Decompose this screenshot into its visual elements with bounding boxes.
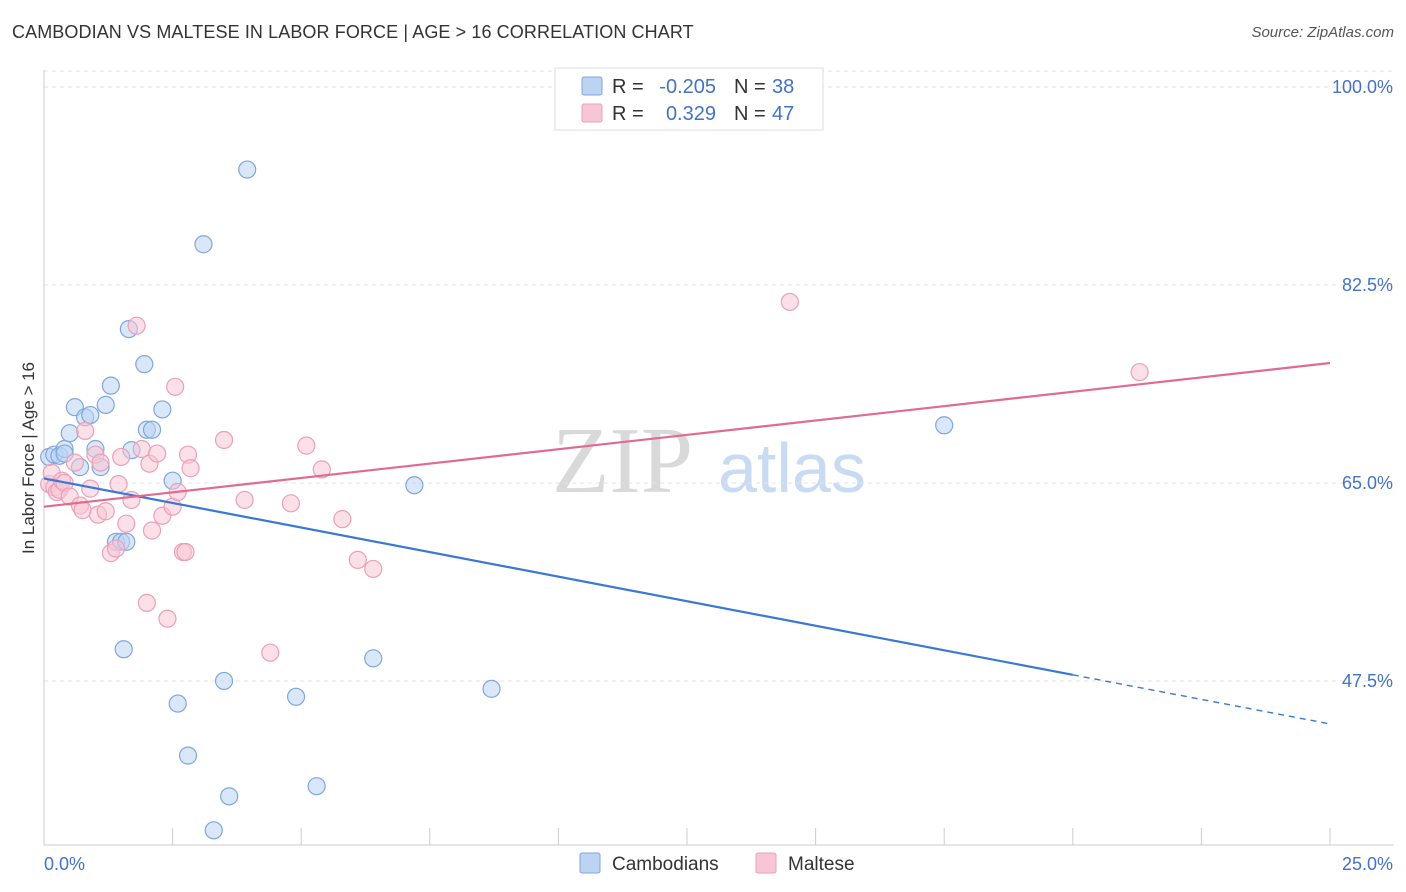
- maltese-point: [235, 490, 254, 510]
- maltese-point: [312, 460, 331, 479]
- cambodians-trend-line-extension: [1072, 674, 1331, 725]
- cambodian-point: [60, 424, 79, 443]
- maltese-point: [1130, 362, 1149, 382]
- cambodian-point: [194, 235, 213, 254]
- maltese-point: [261, 643, 280, 662]
- maltese-point: [176, 542, 195, 562]
- maltese-point: [148, 444, 167, 463]
- legend-r-value-1: -0.205: [659, 76, 716, 98]
- maltese-point: [65, 453, 84, 472]
- maltese-point: [112, 447, 131, 467]
- legend-r-value-2: 0.329: [666, 103, 716, 125]
- cambodian-point: [168, 694, 187, 713]
- watermark-zip: ZIP: [552, 409, 693, 513]
- watermark: ZIP atlas: [552, 409, 866, 513]
- cambodian-point: [405, 476, 424, 495]
- legend-r-label-2: R =: [612, 103, 644, 125]
- cambodian-point: [142, 420, 162, 439]
- maltese-trend-line: [43, 361, 1331, 508]
- source-label: Source: ZipAtlas.com: [1251, 24, 1394, 41]
- y-tick-labels: 47.5% 65.0% 82.5% 100.0%: [1332, 77, 1393, 691]
- cambodians-trend-line: [43, 477, 1074, 676]
- maltese-point: [780, 292, 799, 312]
- trend-lines: [43, 361, 1331, 725]
- legend-n-value-1: 38: [772, 76, 794, 98]
- cambodian-point: [935, 416, 954, 435]
- cambodian-point: [214, 671, 234, 691]
- maltese-point: [142, 521, 162, 540]
- watermark-atlas: atlas: [718, 429, 866, 507]
- y-tick-label: 47.5%: [1342, 671, 1393, 691]
- bottom-legend: Cambodians Maltese: [579, 852, 855, 875]
- maltese-point: [106, 539, 126, 558]
- cambodian-point: [482, 679, 501, 698]
- maltese-point: [333, 510, 352, 529]
- cambodian-point: [220, 787, 239, 806]
- legend-swatch-cambodians: [581, 76, 603, 96]
- cambodian-point: [286, 687, 306, 706]
- x-tick-label-max: 25.0%: [1342, 854, 1393, 874]
- bottom-legend-swatch-cambodians: [579, 852, 601, 874]
- maltese-point: [76, 421, 95, 441]
- cambodian-point: [135, 355, 154, 374]
- legend-n-label-1: N =: [734, 76, 766, 98]
- maltese-point: [214, 430, 234, 450]
- bottom-legend-label-maltese: Maltese: [788, 854, 855, 875]
- bottom-legend-swatch-maltese: [755, 852, 777, 874]
- legend-r-label-1: R =: [612, 76, 644, 98]
- maltese-point: [181, 459, 200, 478]
- maltese-point: [166, 377, 185, 396]
- maltese-point: [281, 494, 301, 513]
- cambodian-point: [307, 777, 326, 796]
- top-legend: R = -0.205 N = 38 R = 0.329 N = 47: [554, 67, 824, 131]
- y-tick-label: 65.0%: [1342, 473, 1393, 493]
- cambodian-point: [114, 640, 133, 659]
- cambodian-point: [204, 821, 223, 840]
- maltese-point: [96, 502, 115, 521]
- y-tick-label: 82.5%: [1342, 275, 1393, 295]
- maltese-point: [297, 436, 316, 455]
- maltese-point: [364, 559, 383, 579]
- cambodian-point: [364, 649, 383, 668]
- maltese-point: [109, 474, 128, 494]
- legend-swatch-maltese: [581, 103, 603, 123]
- cambodian-point: [238, 160, 257, 179]
- x-ticks: [43, 828, 1331, 845]
- cambodian-point: [81, 405, 100, 425]
- cambodian-point: [101, 376, 120, 395]
- maltese-point: [117, 514, 136, 533]
- legend-n-label-2: N =: [734, 103, 766, 125]
- maltese-point: [91, 453, 110, 472]
- cambodian-point: [153, 400, 172, 419]
- chart-title: CAMBODIAN VS MALTESE IN LABOR FORCE | AG…: [12, 22, 694, 42]
- y-tick-label: 100.0%: [1332, 77, 1393, 97]
- legend-n-value-2: 47: [772, 103, 794, 125]
- y-axis-title: In Labor Force | Age > 16: [19, 362, 38, 554]
- x-tick-label-min: 0.0%: [44, 854, 85, 874]
- maltese-point: [158, 609, 177, 628]
- cambodian-point: [178, 746, 198, 765]
- maltese-point: [127, 316, 146, 335]
- maltese-point: [348, 550, 367, 569]
- bottom-legend-label-cambodians: Cambodians: [612, 854, 719, 875]
- cambodian-point: [96, 395, 115, 414]
- maltese-point: [137, 593, 156, 612]
- maltese-points: [40, 292, 1149, 662]
